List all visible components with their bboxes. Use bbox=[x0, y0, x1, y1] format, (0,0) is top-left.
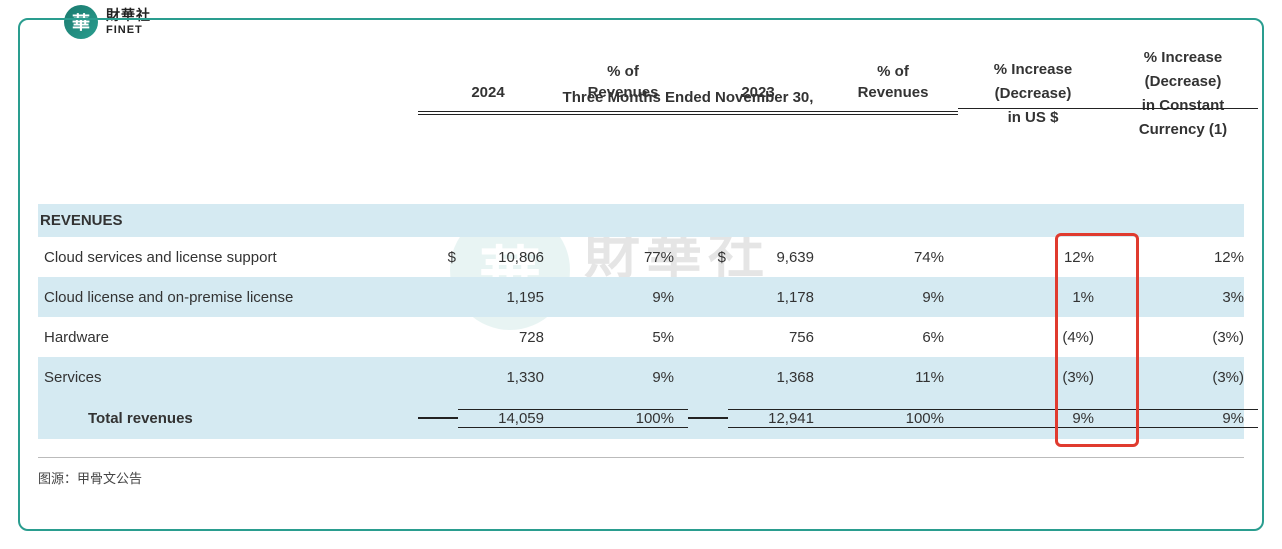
row-dollar-2024: $ bbox=[418, 249, 458, 266]
total-inc-us: 9% bbox=[958, 409, 1108, 428]
table-row: Cloud license and on-premise license 1,19… bbox=[38, 277, 1244, 317]
total-pct-2024: 100% bbox=[558, 409, 688, 428]
header-pct-rev-a-l2: Revenues bbox=[558, 84, 688, 101]
header-inc-cc-l4: Currency (1) bbox=[1108, 118, 1258, 152]
total-2024: 14,059 bbox=[458, 409, 558, 428]
row-value-2024: 728 bbox=[458, 329, 558, 346]
header-inc-us-l3: in US $ bbox=[958, 106, 1108, 140]
row-inc-cc: (3%) bbox=[1108, 369, 1258, 386]
source-footer: 图源：甲骨文公告 bbox=[38, 457, 1244, 487]
row-value-2023: 9,639 bbox=[728, 249, 828, 266]
table-row: Cloud services and license support$10,80… bbox=[38, 237, 1244, 277]
row-label: Services bbox=[38, 369, 418, 386]
content-frame: 華 財華社 FINET Three Months Ended November … bbox=[18, 18, 1264, 531]
row-pct-2024: 9% bbox=[558, 289, 688, 306]
total-inc-cc: 9% bbox=[1108, 409, 1258, 428]
row-inc-us: 12% bbox=[958, 249, 1108, 266]
header-pct-rev-b-l1: % of bbox=[828, 60, 958, 84]
table-header-row-2: 2024 % of Revenues 2023 % of Revenues bbox=[38, 60, 1244, 112]
row-inc-us: (4%) bbox=[958, 329, 1108, 346]
row-value-2023: 756 bbox=[728, 329, 828, 346]
row-pct-2023: 9% bbox=[828, 289, 958, 306]
row-inc-us: 1% bbox=[958, 289, 1108, 306]
row-value-2023: 1,178 bbox=[728, 289, 828, 306]
revenue-table: Three Months Ended November 30, % Increa… bbox=[38, 46, 1244, 439]
row-pct-2024: 77% bbox=[558, 249, 688, 266]
table-row: Hardware7285%7566%(4%)(3%) bbox=[38, 317, 1244, 357]
row-inc-cc: (3%) bbox=[1108, 329, 1258, 346]
row-pct-2023: 11% bbox=[828, 369, 958, 386]
total-2023: 12,941 bbox=[728, 409, 828, 428]
total-d1 bbox=[418, 417, 458, 419]
header-pct-rev-b-l2: Revenues bbox=[828, 84, 958, 101]
row-pct-2024: 9% bbox=[558, 369, 688, 386]
total-pct-2023: 100% bbox=[828, 409, 958, 428]
table-total-row: Total revenues 14,059 100% 12,941 100% 9… bbox=[38, 397, 1244, 439]
row-value-2023: 1,368 bbox=[728, 369, 828, 386]
section-title-revenues: REVENUES bbox=[38, 204, 1244, 237]
row-pct-2024: 5% bbox=[558, 329, 688, 346]
row-value-2024: 1,330 bbox=[458, 369, 558, 386]
total-label: Total revenues bbox=[38, 410, 418, 427]
header-year-2024: 2024 bbox=[418, 84, 558, 101]
table-row: Services1,3309%1,36811%(3%)(3%) bbox=[38, 357, 1244, 397]
row-inc-cc: 12% bbox=[1108, 249, 1258, 266]
row-inc-cc: 3% bbox=[1108, 289, 1258, 306]
row-label: Cloud license and on-premise license bbox=[38, 289, 418, 306]
row-value-2024: 10,806 bbox=[458, 249, 558, 266]
row-label: Cloud services and license support bbox=[38, 249, 418, 266]
row-label: Hardware bbox=[38, 329, 418, 346]
header-year-2023: 2023 bbox=[688, 84, 828, 101]
total-d2 bbox=[688, 417, 728, 419]
row-value-2024: 1,195 bbox=[458, 289, 558, 306]
row-pct-2023: 6% bbox=[828, 329, 958, 346]
row-inc-us: (3%) bbox=[958, 369, 1108, 386]
row-pct-2023: 74% bbox=[828, 249, 958, 266]
header-pct-rev-a-l1: % of bbox=[558, 60, 688, 84]
row-dollar-2023: $ bbox=[688, 249, 728, 266]
